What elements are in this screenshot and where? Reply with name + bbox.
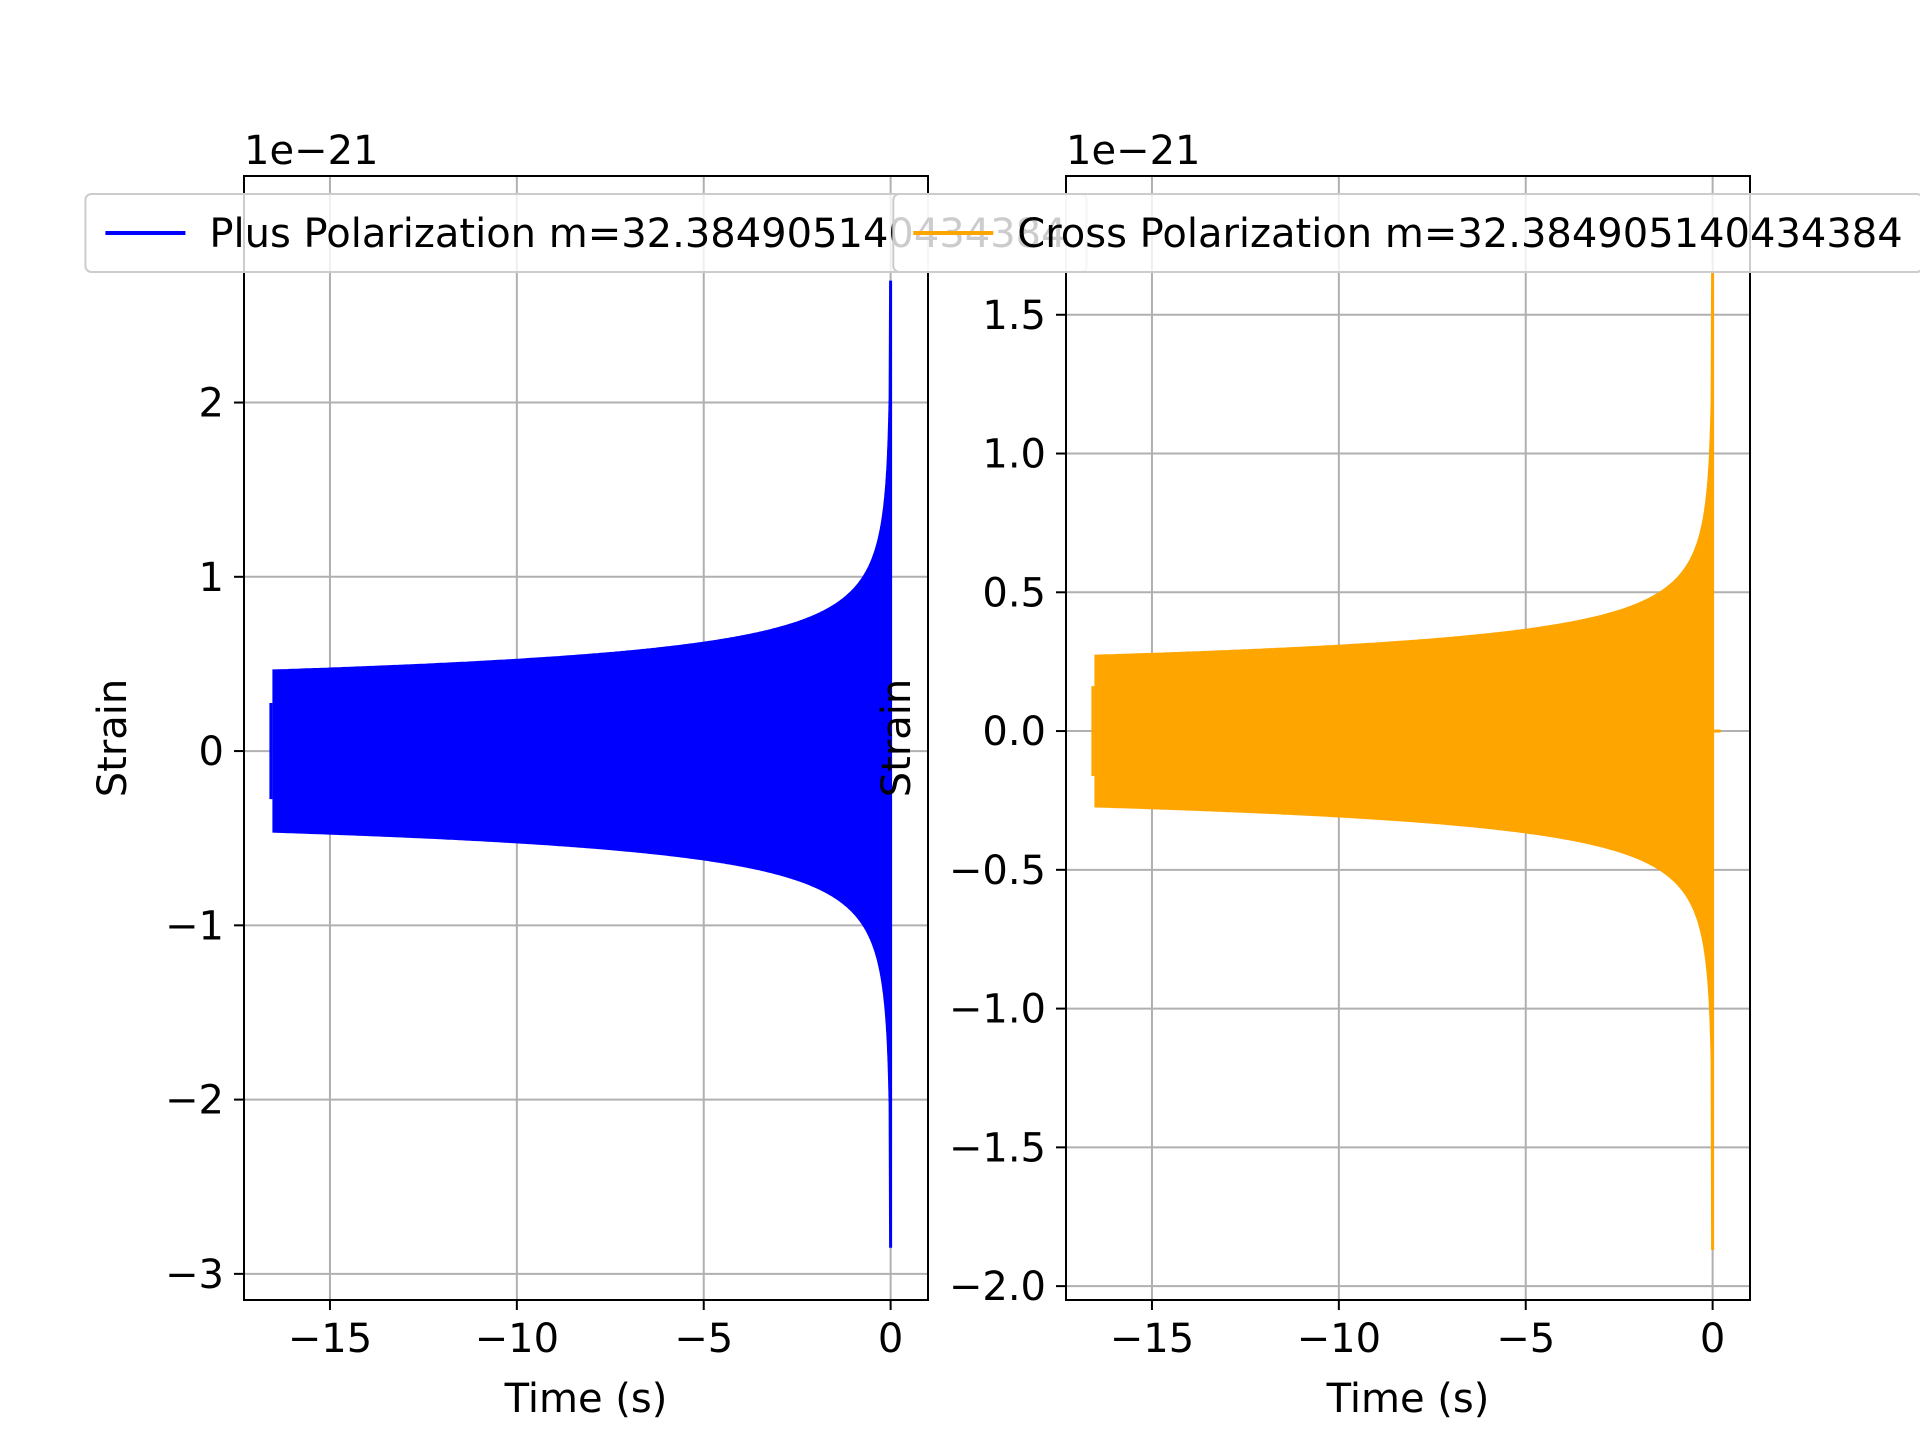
y-tick-label: 1.5 (982, 293, 1046, 339)
y-tick-label: 1.0 (982, 432, 1046, 478)
y-ticks: −3 −2 −1 0 1 2 (165, 381, 244, 1298)
y-tick-label: 0.0 (982, 709, 1046, 755)
y-tick-label: 0.5 (982, 570, 1046, 616)
offset-text: 1e−21 (244, 128, 378, 174)
waveform-band (272, 280, 893, 1248)
y-tick-label: −1 (165, 903, 224, 949)
x-tick-label: −10 (475, 1316, 559, 1362)
y-tick-label: −3 (165, 1252, 224, 1298)
waveform-plot (269, 280, 899, 1248)
x-tick-label: −15 (1110, 1316, 1194, 1362)
y-axis-label: Strain (874, 679, 920, 798)
x-axis-label: Time (s) (504, 1376, 668, 1422)
x-axis-label: Time (s) (1326, 1376, 1490, 1422)
y-tick-label: −1.0 (949, 987, 1046, 1033)
legend-box (892, 193, 1920, 273)
y-tick-label: 2 (199, 381, 224, 427)
waveform-band (1094, 273, 1715, 1251)
y-tick-label: 1 (199, 555, 224, 601)
y-ticks: −2.0 −1.5 −1.0 −0.5 0.0 0.5 1.0 1.5 (949, 293, 1066, 1310)
waveform-plot (1091, 273, 1721, 1251)
cross-polarization-subplot: −15 −10 −5 0 −2.0 −1.5 −1.0 −0.5 0.0 0.5 1.0 1.5 1… (874, 128, 1751, 1422)
x-ticks: −15 −10 −5 0 (1110, 1300, 1725, 1362)
y-tick-label: −1.5 (949, 1125, 1046, 1171)
y-tick-label: −2 (165, 1078, 224, 1124)
x-ticks: −15 −10 −5 0 (288, 1300, 903, 1362)
y-axis-label: Strain (90, 679, 136, 798)
x-tick-label: −15 (288, 1316, 372, 1362)
y-tick-label: −0.5 (949, 848, 1046, 894)
offset-text: 1e−21 (1066, 128, 1200, 174)
legend-entry-label: Cross Polarization m=32.384905140434384 (1017, 211, 1902, 257)
x-tick-label: −5 (674, 1316, 733, 1362)
x-tick-label: 0 (878, 1316, 903, 1362)
y-tick-label: 0 (199, 729, 224, 775)
x-tick-label: −10 (1297, 1316, 1381, 1362)
x-tick-label: −5 (1496, 1316, 1555, 1362)
y-tick-label: −2.0 (949, 1264, 1046, 1310)
x-tick-label: 0 (1700, 1316, 1725, 1362)
axes-frame (243, 175, 929, 1301)
axes-frame (1065, 175, 1751, 1301)
cross-polarization-legend: Cross Polarization m=32.384905140434384 (892, 193, 1920, 273)
